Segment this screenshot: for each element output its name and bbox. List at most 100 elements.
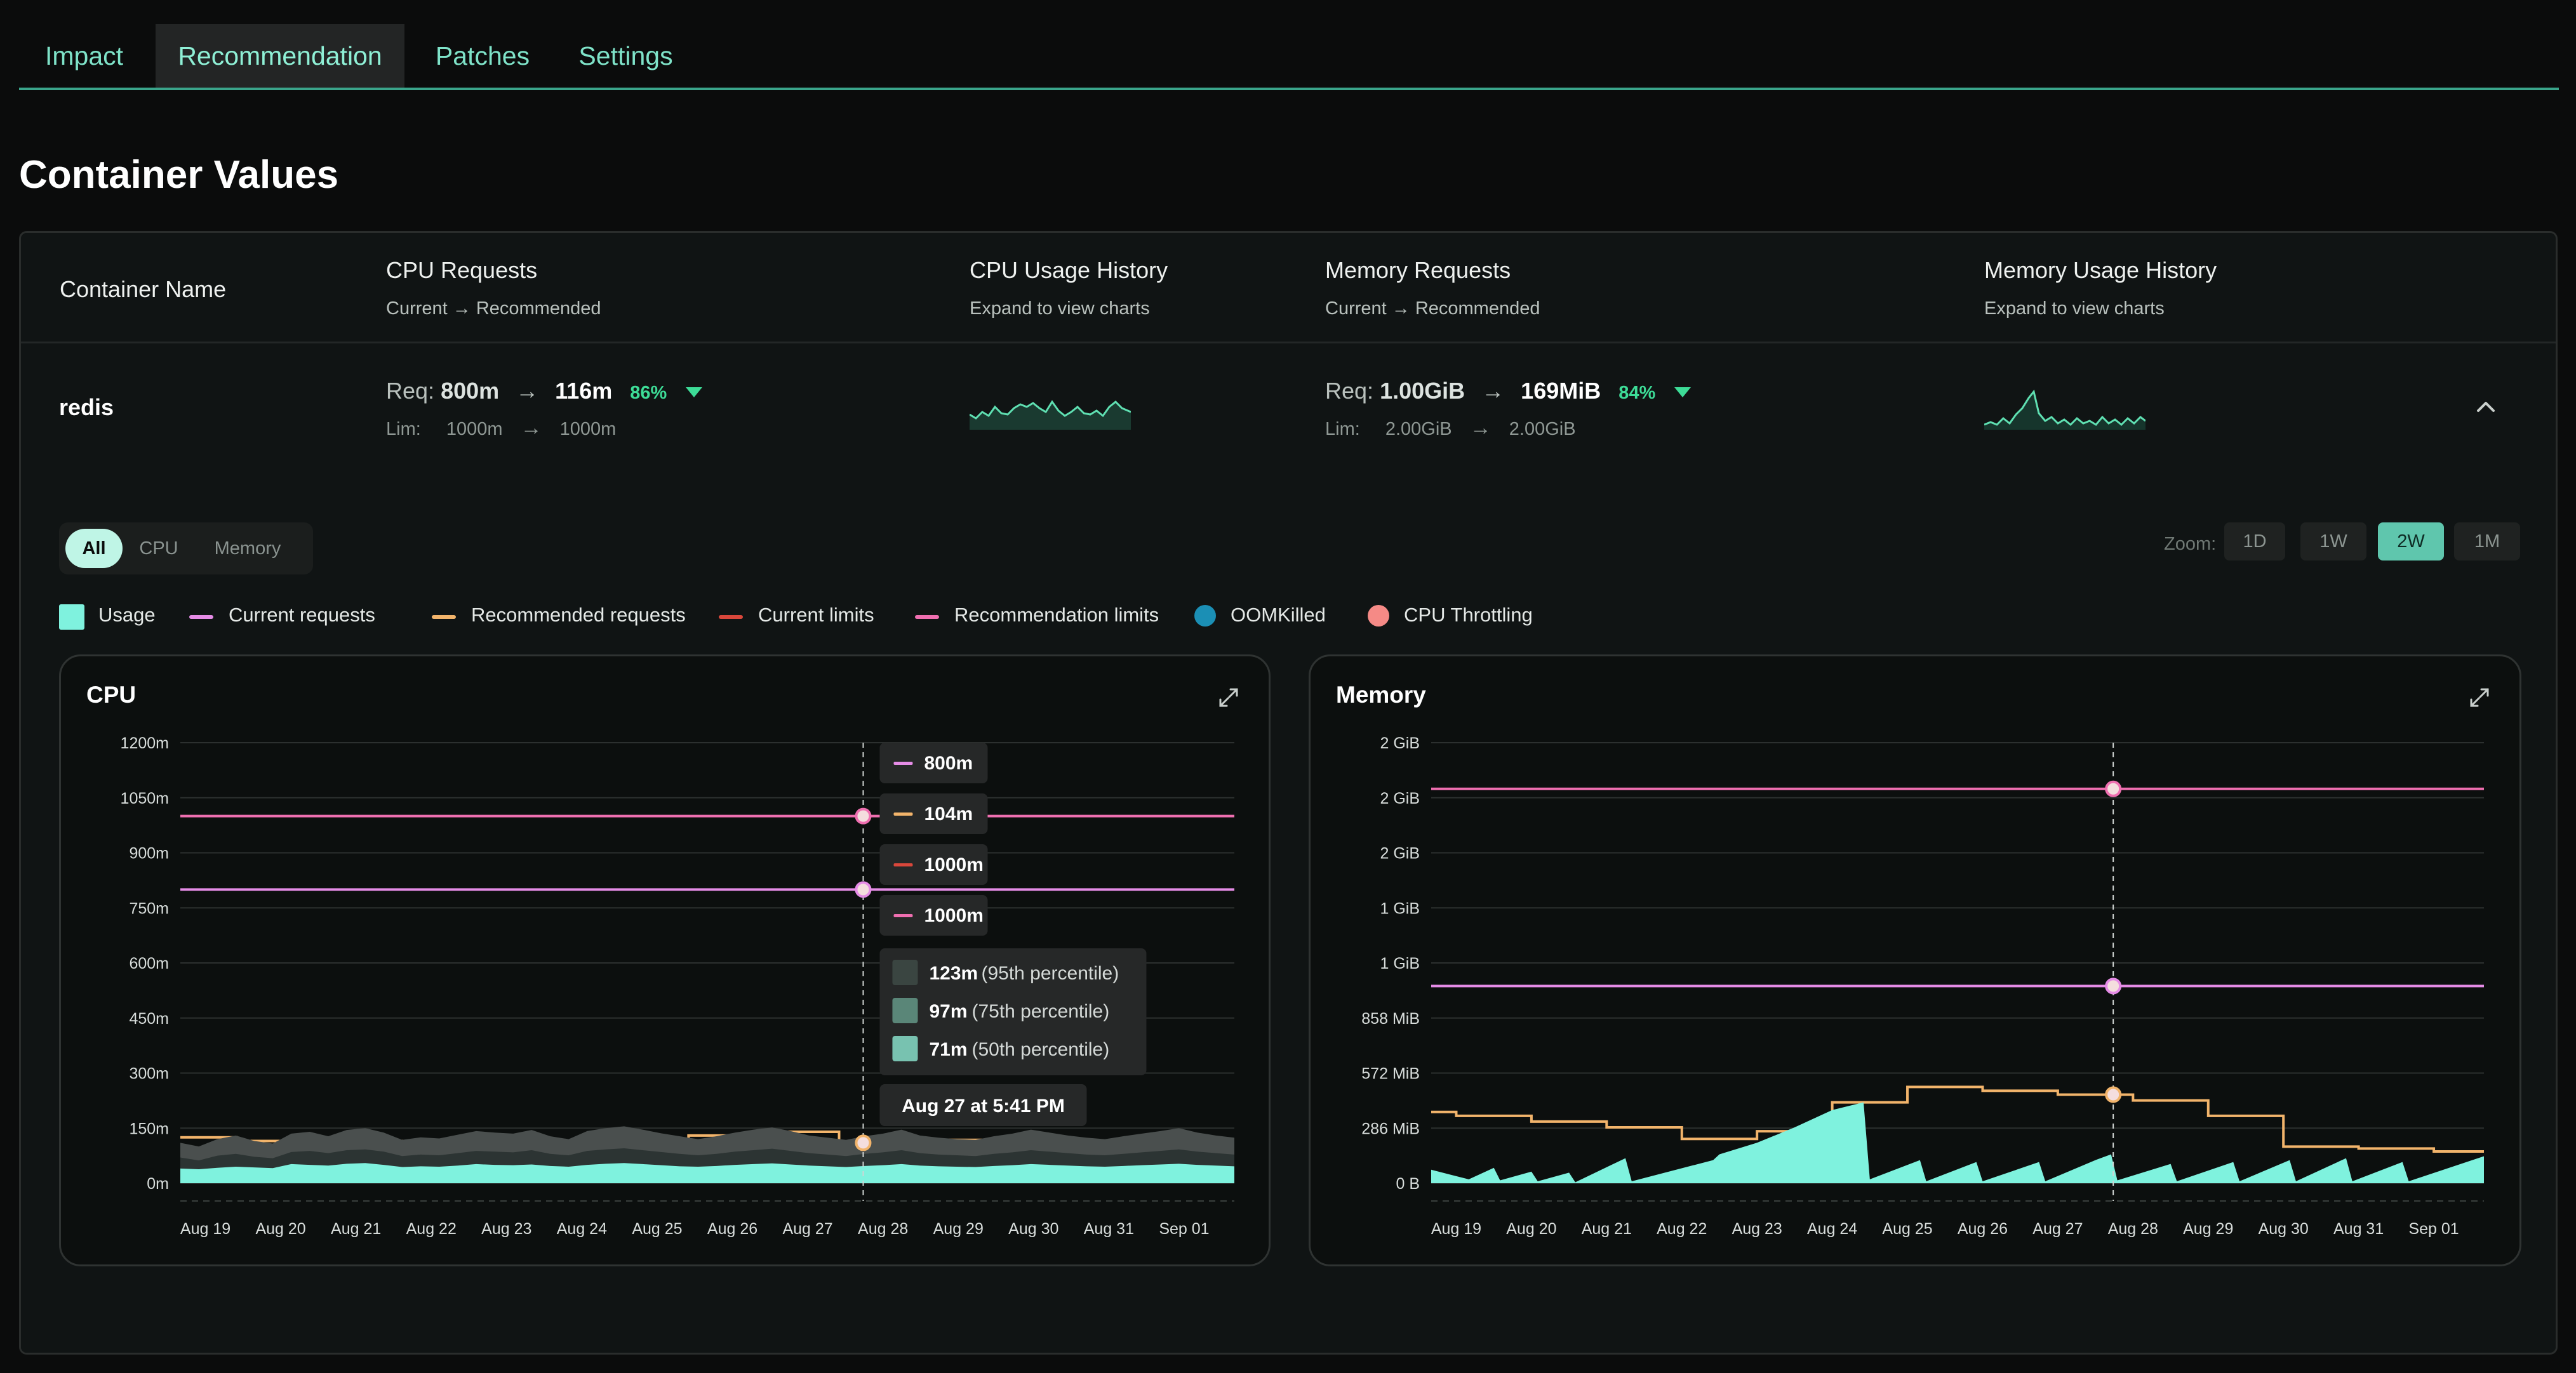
tooltip-box [879, 743, 988, 783]
tooltip-box [879, 793, 988, 834]
mem-req-current: 1.00GiB [1380, 378, 1465, 404]
filter-cpu-button[interactable]: CPU [139, 538, 178, 559]
usage-swatch-icon [59, 604, 84, 630]
arrow-right-icon: → [1481, 378, 1505, 404]
tab-recommendation[interactable]: Recommendation [156, 24, 404, 88]
x-tick-label: Aug 30 [1008, 1220, 1058, 1238]
arrow-right-icon: → [1469, 416, 1492, 440]
mem-req-recommended: 169MiB [1521, 378, 1601, 404]
header-cpu-usage-sub: Expand to view charts [970, 298, 1150, 319]
x-tick-label: Aug 25 [1882, 1220, 1932, 1238]
y-tick-label: 572 MiB [1361, 1065, 1420, 1083]
percentile-label: (95th percentile) [981, 963, 1119, 984]
memory-chart[interactable]: 0 B 286 MiB 572 MiB 858 MiB 1 GiB 1 GiB 2 GiB 2… [1311, 656, 2523, 1268]
expand-icon[interactable] [2469, 687, 2490, 708]
x-tick-label: Aug 22 [406, 1220, 457, 1238]
legend-item-usage[interactable]: Usage [59, 599, 156, 631]
x-tick-label: Aug 29 [933, 1220, 984, 1238]
x-tick-label: Aug 20 [255, 1220, 305, 1238]
page-title: Container Values [19, 153, 339, 197]
legend-item-oomkilled[interactable]: OOMKilled [1194, 599, 1326, 631]
caret-down-icon [1674, 387, 1692, 398]
chevron-up-icon[interactable] [2473, 394, 2499, 420]
tooltip-swatch [893, 863, 913, 866]
y-tick-label: 2 GiB [1380, 845, 1420, 863]
tooltip-box [879, 948, 1147, 1075]
y-tick-label: 1 GiB [1380, 955, 1420, 972]
caret-down-icon [686, 387, 703, 398]
percentile-value: 97m [929, 1001, 967, 1022]
tab-settings[interactable]: Settings [578, 41, 673, 70]
metric-filter: All CPU Memory [59, 522, 313, 574]
memory-chart-title: Memory [1336, 682, 1426, 708]
cpu-request-values: Req: 800m → 116m 86% [386, 378, 703, 404]
y-tick-label: 1050m [121, 790, 169, 807]
y-tick-label: 858 MiB [1361, 1010, 1420, 1028]
tooltip-time-label: Aug 27 at 5:41 PM [902, 1096, 1065, 1117]
cpu-lim-label: Lim: [386, 419, 421, 439]
zoom-1d-button[interactable]: 1D [2224, 522, 2285, 560]
cpu-req-recommended: 116m [555, 378, 613, 404]
tooltip-box [879, 1084, 1087, 1126]
container-values-panel: Container Name CPU Requests Current → Re… [19, 231, 2558, 1355]
cpu-req-current: 800m [441, 378, 500, 404]
legend-label: OOMKilled [1231, 604, 1326, 626]
y-tick-label: 300m [129, 1065, 169, 1083]
y-tick-label: 0 B [1396, 1175, 1420, 1193]
memory-usage-sparkline[interactable] [1984, 389, 2146, 430]
cpu-usage-sparkline[interactable] [970, 389, 1131, 430]
x-tick-label: Sep 01 [1159, 1220, 1209, 1238]
filter-memory-button[interactable]: Memory [214, 538, 281, 559]
cpu-chart[interactable]: 0m 150m 300m 450m 600m 750m 900m 1050m 1200m Aug … [61, 656, 1272, 1268]
filter-all-button[interactable]: All [65, 529, 123, 568]
mem-lim-recommended: 2.00GiB [1509, 419, 1576, 439]
legend-item-cpu-throttling[interactable]: CPU Throttling [1367, 599, 1533, 631]
legend-item-recommended-requests[interactable]: Recommended requests [432, 599, 686, 631]
tooltip-value-row: 104m [879, 793, 988, 834]
arrow-right-icon: → [520, 416, 542, 440]
x-tick-label: Aug 29 [2183, 1220, 2233, 1238]
x-tick-label: Aug 26 [1958, 1220, 2008, 1238]
cpu-req-label: Req: [386, 378, 435, 404]
tooltip-box [879, 895, 988, 936]
x-tick-label: Aug 28 [858, 1220, 908, 1238]
usage-p50-area [180, 1163, 1234, 1183]
mem-req-change: 84% [1618, 383, 1656, 403]
y-tick-label: 1 GiB [1380, 899, 1420, 917]
recommended-requests-line [1431, 1085, 2484, 1153]
legend-item-current-requests[interactable]: Current requests [189, 599, 375, 631]
legend-label: Usage [98, 604, 156, 626]
expand-icon[interactable] [1218, 687, 1239, 708]
hover-point [855, 1134, 872, 1151]
header-memory-usage: Memory Usage History [1984, 257, 2217, 283]
oomkilled-dot-icon [1194, 605, 1216, 627]
memory-chart-card: Memory 0 B 286 MiB 572 MiB 858 MiB 1 GiB 1 Gi… [1309, 654, 2521, 1266]
percentile-swatch [892, 998, 918, 1023]
mem-req-label: Req: [1325, 378, 1374, 404]
legend-item-current-limits[interactable]: Current limits [719, 599, 874, 631]
y-tick-label: 1200m [121, 734, 169, 752]
x-tick-label: Aug 19 [1431, 1220, 1481, 1238]
tab-patches[interactable]: Patches [435, 41, 530, 70]
y-tick-label: 286 MiB [1361, 1120, 1420, 1138]
legend-item-recommendation-limits[interactable]: Recommendation limits [915, 599, 1159, 631]
mem-lim-label: Lim: [1325, 419, 1360, 439]
y-tick-label: 2 GiB [1380, 734, 1420, 752]
y-tick-label: 600m [129, 955, 169, 972]
tooltip-swatch [893, 762, 913, 765]
container-name: redis [59, 394, 114, 420]
x-tick-label: Aug 24 [557, 1220, 607, 1238]
percentile-swatch [892, 960, 918, 985]
x-tick-label: Aug 27 [782, 1220, 832, 1238]
y-tick-label: 0m [147, 1175, 169, 1193]
header-cpu-requests-sub: Current → Recommended [386, 298, 601, 319]
cpu-limit-values: Lim: 1000m → 1000m [386, 416, 616, 441]
table-row: redis Req: 800m → 116m 86% Lim: 1000m → … [21, 343, 2556, 1353]
tooltip-value-row: 1000m [879, 895, 988, 936]
y-tick-label: 150m [129, 1120, 169, 1138]
tab-impact[interactable]: Impact [44, 41, 124, 70]
line-swatch-icon [915, 615, 939, 619]
zoom-1m-button[interactable]: 1M [2454, 522, 2520, 560]
zoom-2w-button[interactable]: 2W [2378, 522, 2444, 560]
zoom-1w-button[interactable]: 1W [2300, 522, 2366, 560]
